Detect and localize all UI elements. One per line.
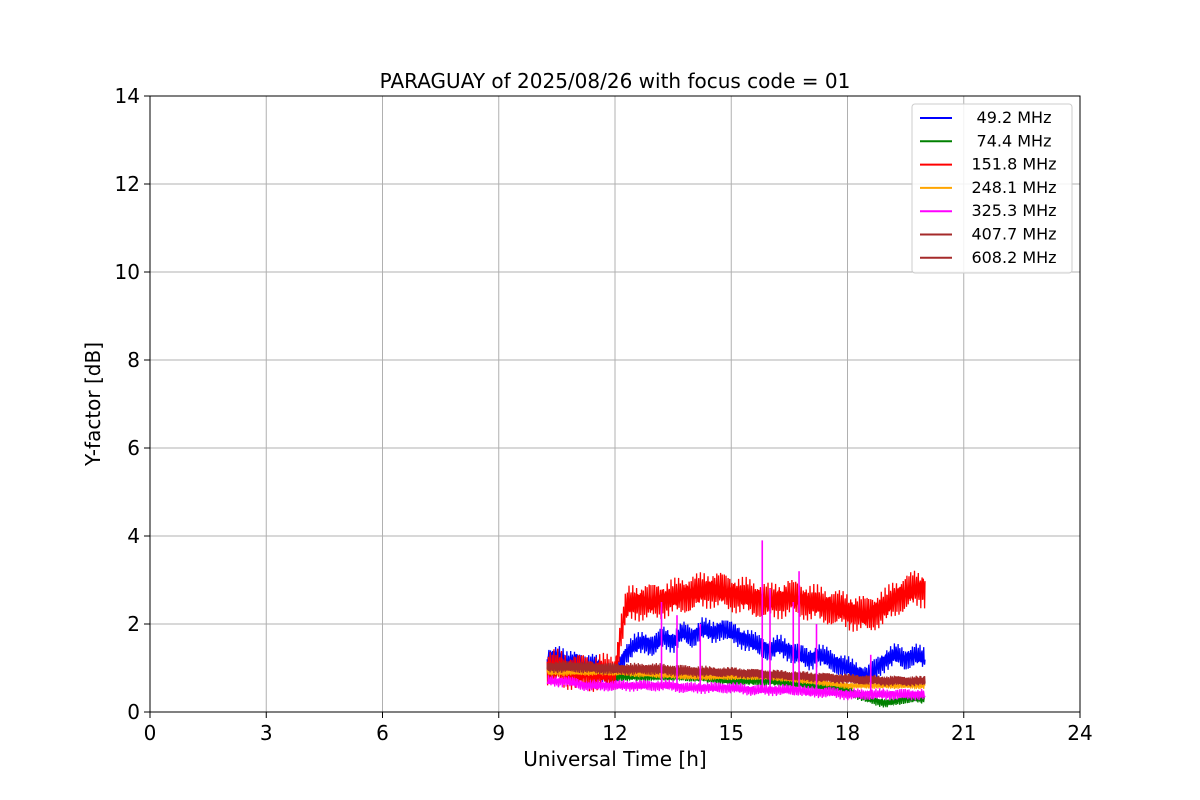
x-tick-label: 9 bbox=[492, 721, 505, 745]
x-tick-label: 0 bbox=[144, 721, 157, 745]
legend: 49.2 MHz 74.4 MHz 151.8 MHz 248.1 MHz 32… bbox=[911, 103, 1073, 274]
x-tick-label: 12 bbox=[602, 721, 627, 745]
legend-label: 248.1 MHz bbox=[971, 178, 1056, 197]
legend-label: 608.2 MHz bbox=[971, 248, 1056, 267]
x-tick-label: 24 bbox=[1067, 721, 1092, 745]
y-tick-label: 12 bbox=[115, 172, 140, 196]
y-tick-label: 2 bbox=[127, 612, 140, 636]
y-tick-label: 8 bbox=[127, 348, 140, 372]
x-tick-label: 3 bbox=[260, 721, 273, 745]
legend-label: 49.2 MHz bbox=[977, 108, 1052, 127]
y-tick-label: 10 bbox=[115, 260, 140, 284]
legend-label: 151.8 MHz bbox=[971, 155, 1056, 174]
y-tick-label: 4 bbox=[127, 524, 140, 548]
x-tick-label: 18 bbox=[835, 721, 860, 745]
series-line-4 bbox=[546, 675, 926, 701]
y-tick-label: 0 bbox=[127, 700, 140, 724]
y-tick-label: 14 bbox=[115, 84, 140, 108]
x-tick-label: 15 bbox=[719, 721, 744, 745]
series-line-6 bbox=[546, 660, 926, 686]
legend-box bbox=[911, 103, 1073, 274]
chart-title: PARAGUAY of 2025/08/26 with focus code =… bbox=[380, 69, 851, 93]
x-tick-label: 6 bbox=[376, 721, 389, 745]
legend-label: 407.7 MHz bbox=[971, 225, 1056, 244]
x-axis-label: Universal Time [h] bbox=[523, 747, 706, 771]
legend-label: 74.4 MHz bbox=[977, 131, 1052, 150]
x-tick-label: 21 bbox=[951, 721, 976, 745]
y-axis-label: Y-factor [dB] bbox=[81, 342, 105, 467]
legend-label: 325.3 MHz bbox=[971, 201, 1056, 220]
plot-series bbox=[546, 540, 926, 708]
y-tick-label: 6 bbox=[127, 436, 140, 460]
